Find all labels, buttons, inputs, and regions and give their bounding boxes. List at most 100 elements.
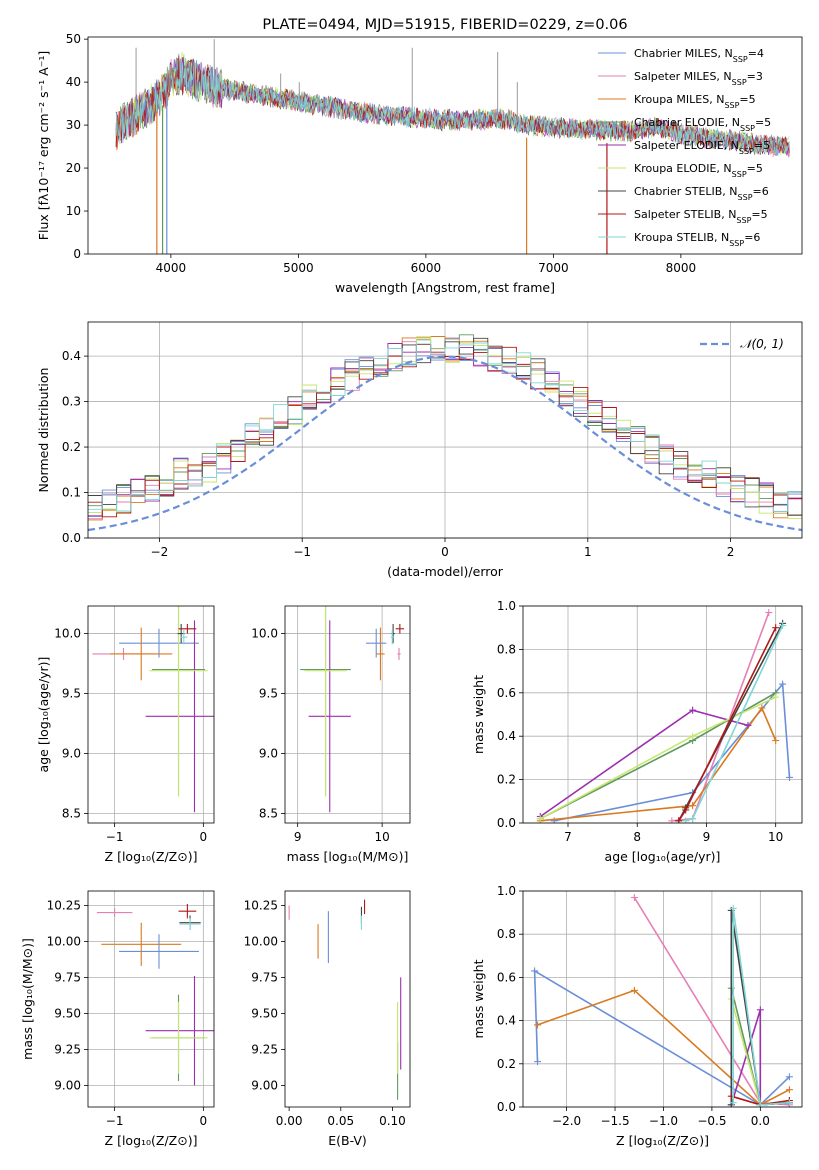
y-tick-label: 10 <box>66 204 81 218</box>
axes-frame <box>87 321 803 539</box>
y-tick-label: 0.6 <box>497 970 516 984</box>
x-tick-label: 7 <box>564 830 572 844</box>
y-tick-label: 9.50 <box>54 1006 81 1020</box>
x-axis-label: age [log₁₀(age/yr)] <box>605 849 721 864</box>
panel-residuals: −2 −1 0 1 2 0.0 0.1 0.2 0.3 0.4 (data-model)/error… <box>36 321 803 579</box>
y-tick-label: 1.0 <box>497 884 516 898</box>
plot-area <box>536 609 794 823</box>
x-tick-label: −1 <box>106 1114 124 1128</box>
marker-kroupa_miles <box>772 737 780 745</box>
x-tick-label: 7000 <box>538 261 569 275</box>
x-tick-label: 0 <box>441 545 449 559</box>
x-tick-label: −0.5 <box>697 1114 726 1128</box>
x-axis-label: Z [log₁₀(Z/Z⊙)] <box>616 1133 709 1148</box>
y-tick-label: 0.6 <box>497 686 516 700</box>
y-tick-label: 9.75 <box>251 970 278 984</box>
panel-spectrum: 4000 5000 6000 7000 8000 0 10 20 30 40 50 wavelengt… <box>36 17 803 295</box>
x-tick-label: −1 <box>106 830 124 844</box>
x-axis-label: (data-model)/error <box>387 564 504 579</box>
x-axis-label: wavelength [Angstrom, rest frame] <box>335 280 555 295</box>
axes-frame <box>284 890 411 1108</box>
legend-entry: Kroupa STELIB, NSSP=6 <box>634 231 760 248</box>
marker-chabrier_miles <box>531 967 539 975</box>
marker-kroupa_elodie <box>536 815 544 823</box>
x-tick-label: 0.00 <box>276 1114 303 1128</box>
y-tick-label: 9.75 <box>54 970 81 984</box>
plot-area <box>115 39 790 254</box>
marker-kroupa_miles <box>785 1086 793 1094</box>
y-tick-label: 0.0 <box>497 1100 516 1114</box>
x-tick-label: 6000 <box>411 261 442 275</box>
marker-kroupa_miles <box>689 802 697 810</box>
y-tick-label: 9.5 <box>62 687 81 701</box>
plot-area <box>88 334 802 532</box>
y-axis-label: mass [log₁₀(M/M⊙)] <box>20 938 35 1060</box>
marker-kroupa_elodie <box>689 732 697 740</box>
x-tick-label: 8 <box>633 830 641 844</box>
plot-area <box>96 903 214 1086</box>
y-axis-label: mass weight <box>471 959 486 1038</box>
legend-entry: Salpeter ELODIE, NSSP=5 <box>634 139 770 156</box>
panel-mass_vs_ebv: 0.00 0.05 0.10 9.00 9.25 9.50 9.75 10.00 10.25 E(… <box>244 890 411 1148</box>
y-tick-label: 50 <box>66 32 81 46</box>
y-tick-label: 20 <box>66 161 81 175</box>
x-axis-label: Z [log₁₀(Z/Z⊙)] <box>105 849 198 864</box>
marker-salpeter_stelib <box>675 817 683 823</box>
y-tick-label: 9.25 <box>251 1042 278 1056</box>
y-tick-label: 0.2 <box>62 440 81 454</box>
x-tick-label: 9 <box>703 830 711 844</box>
y-tick-label: 9.00 <box>251 1078 278 1092</box>
marker-salpeter_elodie <box>756 1006 764 1014</box>
plot-area <box>288 899 402 1100</box>
y-axis-label: age [log₁₀(age/yr)] <box>36 657 51 773</box>
marker-salpeter_miles <box>765 609 773 617</box>
marker-kroupa_miles <box>534 1021 542 1029</box>
series-line-kroupa_miles <box>537 989 790 1106</box>
marker-salpeter_miles <box>630 893 638 901</box>
axes-frame <box>522 605 803 824</box>
x-tick-label: 0.10 <box>379 1114 406 1128</box>
y-tick-label: 8.5 <box>259 806 278 820</box>
hist-step-kroupa_stelib <box>88 342 802 512</box>
y-tick-label: 9.5 <box>259 687 278 701</box>
x-tick-label: 0 <box>200 830 208 844</box>
y-tick-label: 0.8 <box>497 642 516 656</box>
y-tick-label: 0.0 <box>497 816 516 830</box>
marker-kroupa_stelib <box>756 1101 764 1107</box>
x-tick-label: 0.0 <box>751 1114 770 1128</box>
x-tick-label: 9 <box>294 830 302 844</box>
x-tick-label: 5000 <box>283 261 314 275</box>
x-tick-label: 0 <box>200 1114 208 1128</box>
y-tick-label: 9.00 <box>54 1078 81 1092</box>
legend-entry: Chabrier ELODIE, NSSP=5 <box>634 116 771 133</box>
x-tick-label: 10 <box>768 830 783 844</box>
marker-salpeter_elodie <box>744 721 752 729</box>
panel-weight_vs_age: 7 8 9 10 0.0 0.2 0.4 0.6 0.8 1.0 age [log₁₀(age/yr… <box>471 599 803 864</box>
series-line-chabrier_miles <box>533 969 790 1106</box>
axes-frame <box>284 605 411 824</box>
x-tick-label: 10 <box>374 830 389 844</box>
legend-entry: Chabrier STELIB, NSSP=6 <box>634 185 769 202</box>
x-axis-label: E(B-V) <box>328 1133 367 1148</box>
marker-kroupa_stelib <box>729 1099 737 1107</box>
y-tick-label: 0.2 <box>497 773 516 787</box>
legend-entry: Chabrier MILES, NSSP=4 <box>634 47 764 64</box>
marker-kroupa_stelib <box>729 904 737 912</box>
y-tick-label: 10.00 <box>244 934 278 948</box>
y-tick-label: 30 <box>66 118 81 132</box>
x-tick-label: −1.0 <box>649 1114 678 1128</box>
y-tick-label: 0.1 <box>62 486 81 500</box>
plot-area <box>531 893 793 1107</box>
y-axis-label: Flux [fλ10⁻¹⁷ erg cm⁻² s⁻¹ A⁻¹] <box>36 51 51 240</box>
marker-chabrier_miles <box>786 773 794 781</box>
marker-kroupa_stelib <box>682 817 690 823</box>
legend-entry: Salpeter STELIB, NSSP=5 <box>634 208 768 225</box>
y-tick-label: 0.8 <box>497 927 516 941</box>
x-tick-label: −2 <box>151 545 169 559</box>
y-tick-label: 8.5 <box>62 806 81 820</box>
y-tick-label: 9.0 <box>62 746 81 760</box>
y-tick-label: 0.4 <box>62 349 81 363</box>
chart-title: PLATE=0494, MJD=51915, FIBERID=0229, z=0… <box>262 17 627 33</box>
y-axis-label: mass weight <box>471 675 486 754</box>
